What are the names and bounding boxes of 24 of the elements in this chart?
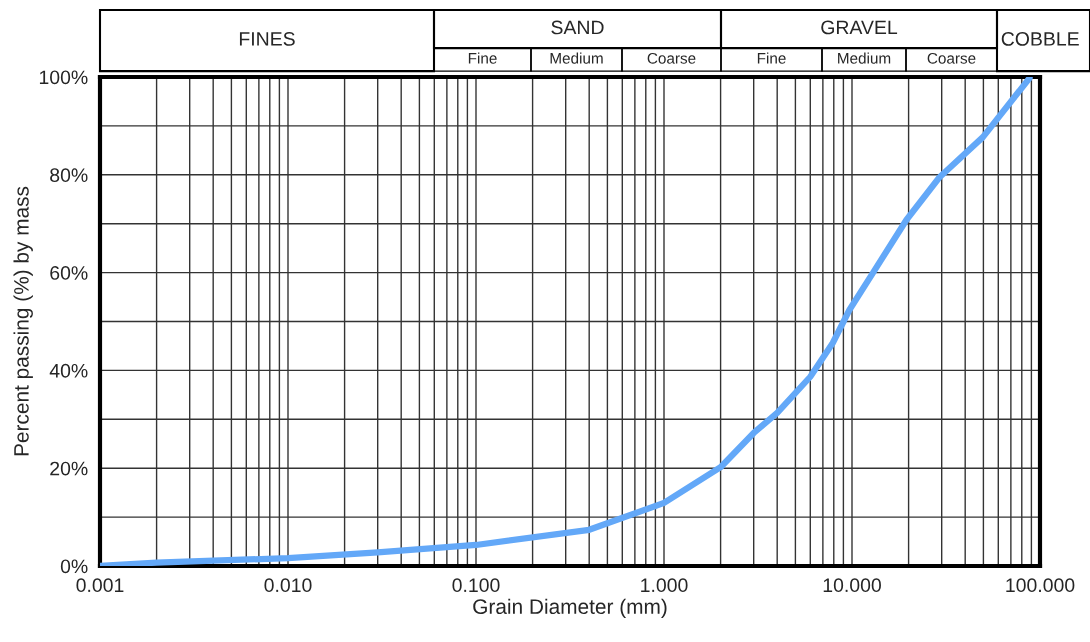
y-tick-label: 60% xyxy=(50,266,88,280)
y-tick-label: 80% xyxy=(50,168,88,183)
text: Medium xyxy=(550,52,603,64)
y-axis-title: Percent passing (%) by mass xyxy=(13,186,33,456)
x-axis-title: Grain Diameter (mm) xyxy=(473,598,667,619)
text: SAND xyxy=(551,20,604,35)
y-tick-label: 20% xyxy=(50,461,88,476)
text: COBBLE xyxy=(1001,32,1079,46)
x-tick-label: 0.010 xyxy=(264,578,312,593)
text: Coarse xyxy=(927,52,976,64)
x-tick-label: 100.000 xyxy=(1006,578,1075,593)
x-tick-label: 1.000 xyxy=(641,578,688,593)
x-tick-label: 0.100 xyxy=(452,578,500,593)
text: Coarse xyxy=(647,52,696,64)
y-tick-label: 0% xyxy=(60,559,88,574)
x-tick-label: 10.000 xyxy=(823,578,881,593)
text: FINES xyxy=(239,32,295,46)
x-tick-label: 0.001 xyxy=(76,578,124,593)
text: GRAVEL xyxy=(821,20,898,35)
text: Fine xyxy=(468,52,497,64)
text: Medium xyxy=(838,52,891,64)
y-tick-label: 40% xyxy=(49,363,88,378)
text: Fine xyxy=(757,52,786,64)
y-tick-label: 100% xyxy=(39,70,88,85)
